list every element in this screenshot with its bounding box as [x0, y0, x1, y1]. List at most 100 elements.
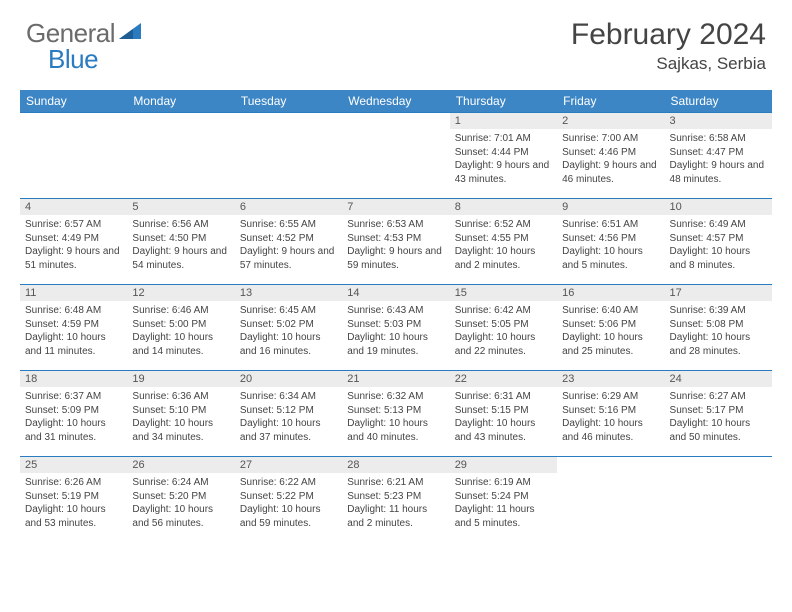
- day-info: Sunrise: 6:24 AMSunset: 5:20 PMDaylight:…: [127, 473, 234, 534]
- day-number: 21: [342, 371, 449, 387]
- weekday-saturday: Saturday: [665, 90, 772, 113]
- day-cell-23: 23Sunrise: 6:29 AMSunset: 5:16 PMDayligh…: [557, 371, 664, 457]
- day-number: 13: [235, 285, 342, 301]
- day-number: 4: [20, 199, 127, 215]
- day-cell-6: 6Sunrise: 6:55 AMSunset: 4:52 PMDaylight…: [235, 199, 342, 285]
- day-cell-28: 28Sunrise: 6:21 AMSunset: 5:23 PMDayligh…: [342, 457, 449, 543]
- day-info: Sunrise: 6:58 AMSunset: 4:47 PMDaylight:…: [665, 129, 772, 190]
- day-number: 11: [20, 285, 127, 301]
- day-cell-8: 8Sunrise: 6:52 AMSunset: 4:55 PMDaylight…: [450, 199, 557, 285]
- day-info: Sunrise: 6:42 AMSunset: 5:05 PMDaylight:…: [450, 301, 557, 362]
- day-number: 10: [665, 199, 772, 215]
- calendar-head: SundayMondayTuesdayWednesdayThursdayFrid…: [20, 90, 772, 113]
- day-cell-13: 13Sunrise: 6:45 AMSunset: 5:02 PMDayligh…: [235, 285, 342, 371]
- day-cell-12: 12Sunrise: 6:46 AMSunset: 5:00 PMDayligh…: [127, 285, 234, 371]
- day-info: Sunrise: 6:39 AMSunset: 5:08 PMDaylight:…: [665, 301, 772, 362]
- day-info: Sunrise: 6:45 AMSunset: 5:02 PMDaylight:…: [235, 301, 342, 362]
- calendar-body: 1Sunrise: 7:01 AMSunset: 4:44 PMDaylight…: [20, 113, 772, 543]
- day-number: 26: [127, 457, 234, 473]
- calendar-row: 18Sunrise: 6:37 AMSunset: 5:09 PMDayligh…: [20, 371, 772, 457]
- day-number: 12: [127, 285, 234, 301]
- empty-cell: [127, 113, 234, 199]
- day-cell-15: 15Sunrise: 6:42 AMSunset: 5:05 PMDayligh…: [450, 285, 557, 371]
- day-info: Sunrise: 6:34 AMSunset: 5:12 PMDaylight:…: [235, 387, 342, 448]
- empty-cell: [665, 457, 772, 543]
- day-number: 14: [342, 285, 449, 301]
- header: General Blue February 2024 Sajkas, Serbi…: [0, 0, 792, 82]
- day-info: Sunrise: 6:22 AMSunset: 5:22 PMDaylight:…: [235, 473, 342, 534]
- day-number: 6: [235, 199, 342, 215]
- day-cell-18: 18Sunrise: 6:37 AMSunset: 5:09 PMDayligh…: [20, 371, 127, 457]
- day-info: Sunrise: 6:53 AMSunset: 4:53 PMDaylight:…: [342, 215, 449, 276]
- day-info: Sunrise: 6:57 AMSunset: 4:49 PMDaylight:…: [20, 215, 127, 276]
- day-number: 17: [665, 285, 772, 301]
- day-number: 24: [665, 371, 772, 387]
- day-cell-11: 11Sunrise: 6:48 AMSunset: 4:59 PMDayligh…: [20, 285, 127, 371]
- day-cell-29: 29Sunrise: 6:19 AMSunset: 5:24 PMDayligh…: [450, 457, 557, 543]
- day-number: 19: [127, 371, 234, 387]
- day-number: 25: [20, 457, 127, 473]
- empty-cell: [342, 113, 449, 199]
- day-info: Sunrise: 6:46 AMSunset: 5:00 PMDaylight:…: [127, 301, 234, 362]
- day-cell-1: 1Sunrise: 7:01 AMSunset: 4:44 PMDaylight…: [450, 113, 557, 199]
- day-info: Sunrise: 6:19 AMSunset: 5:24 PMDaylight:…: [450, 473, 557, 534]
- day-info: Sunrise: 6:37 AMSunset: 5:09 PMDaylight:…: [20, 387, 127, 448]
- day-info: Sunrise: 6:31 AMSunset: 5:15 PMDaylight:…: [450, 387, 557, 448]
- day-cell-5: 5Sunrise: 6:56 AMSunset: 4:50 PMDaylight…: [127, 199, 234, 285]
- title-block: February 2024 Sajkas, Serbia: [571, 18, 766, 74]
- day-info: Sunrise: 6:29 AMSunset: 5:16 PMDaylight:…: [557, 387, 664, 448]
- day-cell-19: 19Sunrise: 6:36 AMSunset: 5:10 PMDayligh…: [127, 371, 234, 457]
- day-number: 7: [342, 199, 449, 215]
- brand-part2-wrap: Blue: [48, 44, 98, 75]
- day-cell-3: 3Sunrise: 6:58 AMSunset: 4:47 PMDaylight…: [665, 113, 772, 199]
- location-label: Sajkas, Serbia: [571, 54, 766, 74]
- weekday-sunday: Sunday: [20, 90, 127, 113]
- day-info: Sunrise: 6:32 AMSunset: 5:13 PMDaylight:…: [342, 387, 449, 448]
- day-number: 8: [450, 199, 557, 215]
- day-cell-20: 20Sunrise: 6:34 AMSunset: 5:12 PMDayligh…: [235, 371, 342, 457]
- day-number: 18: [20, 371, 127, 387]
- day-number: 16: [557, 285, 664, 301]
- day-info: Sunrise: 6:26 AMSunset: 5:19 PMDaylight:…: [20, 473, 127, 534]
- day-info: Sunrise: 6:48 AMSunset: 4:59 PMDaylight:…: [20, 301, 127, 362]
- day-info: Sunrise: 6:43 AMSunset: 5:03 PMDaylight:…: [342, 301, 449, 362]
- day-number: 29: [450, 457, 557, 473]
- weekday-row: SundayMondayTuesdayWednesdayThursdayFrid…: [20, 90, 772, 113]
- calendar-table: SundayMondayTuesdayWednesdayThursdayFrid…: [20, 90, 772, 543]
- brand-triangle-icon: [119, 21, 141, 46]
- day-info: Sunrise: 6:56 AMSunset: 4:50 PMDaylight:…: [127, 215, 234, 276]
- calendar-row: 1Sunrise: 7:01 AMSunset: 4:44 PMDaylight…: [20, 113, 772, 199]
- day-cell-27: 27Sunrise: 6:22 AMSunset: 5:22 PMDayligh…: [235, 457, 342, 543]
- weekday-monday: Monday: [127, 90, 234, 113]
- day-cell-9: 9Sunrise: 6:51 AMSunset: 4:56 PMDaylight…: [557, 199, 664, 285]
- brand-part2: Blue: [48, 44, 98, 74]
- day-info: Sunrise: 6:52 AMSunset: 4:55 PMDaylight:…: [450, 215, 557, 276]
- calendar-row: 4Sunrise: 6:57 AMSunset: 4:49 PMDaylight…: [20, 199, 772, 285]
- day-number: 9: [557, 199, 664, 215]
- day-number: 3: [665, 113, 772, 129]
- day-number: 22: [450, 371, 557, 387]
- day-number: 23: [557, 371, 664, 387]
- day-cell-22: 22Sunrise: 6:31 AMSunset: 5:15 PMDayligh…: [450, 371, 557, 457]
- weekday-thursday: Thursday: [450, 90, 557, 113]
- day-number: 28: [342, 457, 449, 473]
- weekday-wednesday: Wednesday: [342, 90, 449, 113]
- day-number: 5: [127, 199, 234, 215]
- empty-cell: [557, 457, 664, 543]
- day-cell-16: 16Sunrise: 6:40 AMSunset: 5:06 PMDayligh…: [557, 285, 664, 371]
- day-info: Sunrise: 7:01 AMSunset: 4:44 PMDaylight:…: [450, 129, 557, 190]
- day-cell-26: 26Sunrise: 6:24 AMSunset: 5:20 PMDayligh…: [127, 457, 234, 543]
- day-info: Sunrise: 6:51 AMSunset: 4:56 PMDaylight:…: [557, 215, 664, 276]
- day-cell-25: 25Sunrise: 6:26 AMSunset: 5:19 PMDayligh…: [20, 457, 127, 543]
- day-info: Sunrise: 6:40 AMSunset: 5:06 PMDaylight:…: [557, 301, 664, 362]
- day-number: 1: [450, 113, 557, 129]
- day-number: 15: [450, 285, 557, 301]
- day-info: Sunrise: 6:55 AMSunset: 4:52 PMDaylight:…: [235, 215, 342, 276]
- day-cell-4: 4Sunrise: 6:57 AMSunset: 4:49 PMDaylight…: [20, 199, 127, 285]
- day-cell-17: 17Sunrise: 6:39 AMSunset: 5:08 PMDayligh…: [665, 285, 772, 371]
- day-info: Sunrise: 6:49 AMSunset: 4:57 PMDaylight:…: [665, 215, 772, 276]
- weekday-friday: Friday: [557, 90, 664, 113]
- weekday-tuesday: Tuesday: [235, 90, 342, 113]
- day-number: 27: [235, 457, 342, 473]
- empty-cell: [235, 113, 342, 199]
